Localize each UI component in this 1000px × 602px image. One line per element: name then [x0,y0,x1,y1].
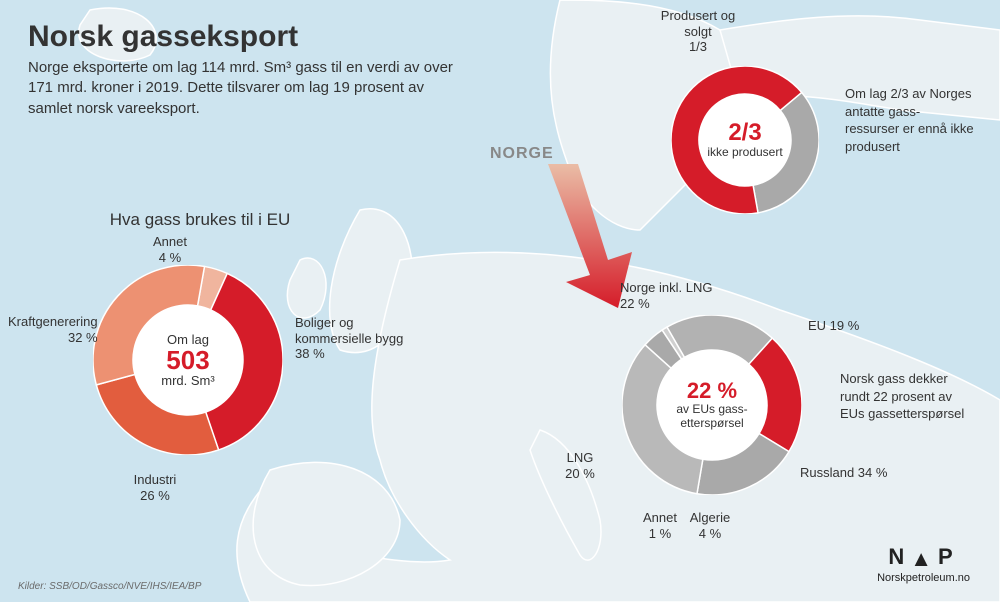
eudem-label-4: Annet1 % [643,510,677,541]
logo-site: Norskpetroleum.no [877,572,970,584]
eudemand-sidenote: Norsk gass dekker rundt 22 prosent av EU… [840,370,970,423]
logo-mark: N▲P [877,544,970,570]
logo: N▲P Norskpetroleum.no [877,544,970,584]
euuse-label-3: Kraftgenerering32 % [8,314,98,345]
eu-use-title: Hva gass brukes til i EU [100,210,300,230]
resources-donut: 2/3 ikke produsert [671,66,819,214]
eudem-label-3: Algerie4 % [690,510,730,541]
eudem-label-1: EU 19 % [808,318,859,334]
eudem-label-2: Russland 34 % [800,465,887,481]
euuse-label-1: Boliger ogkommersielle bygg38 % [295,315,403,362]
resources-sidenote: Om lag 2/3 av Norges antatte gass- ressu… [845,85,975,155]
eudem-label-5: LNG20 % [565,450,595,481]
resources-label-0: Produsert ogsolgt1/3 [661,8,735,55]
eudem-label-0: Norge inkl. LNG22 % [620,280,712,311]
sources-text: Kilder: SSB/OD/Gassco/NVE/IHS/IEA/BP [18,581,201,592]
eu-use-donut: Om lag 503 mrd. Sm³ [93,265,283,455]
euuse-label-0: Annet4 % [153,234,187,265]
euuse-label-2: Industri26 % [134,472,177,503]
eu-demand-donut: 22 % av EUs gass- etterspørsel [622,315,802,495]
